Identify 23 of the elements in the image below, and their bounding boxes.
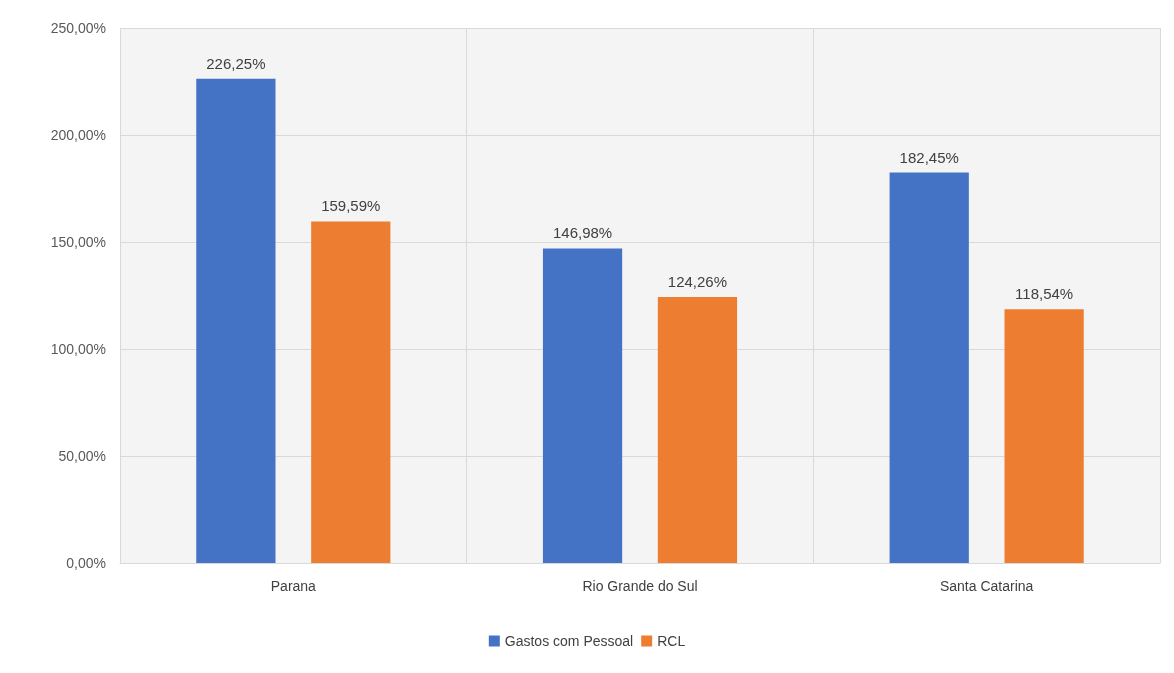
y-tick-label: 250,00%: [50, 20, 106, 36]
y-tick-label: 50,00%: [58, 448, 106, 464]
bar: [196, 78, 276, 563]
bar: [889, 172, 969, 563]
x-tick-label: Rio Grande do Sul: [582, 578, 698, 594]
bar: [311, 221, 391, 563]
y-tick-label: 100,00%: [50, 341, 106, 357]
legend-label: Gastos com Pessoal: [504, 633, 634, 649]
x-tick-label: Parana: [270, 578, 317, 594]
data-label: 124,26%: [667, 273, 728, 291]
bar: [542, 248, 623, 563]
bar: [1004, 309, 1084, 563]
x-tick-label: Santa Catarina: [939, 578, 1034, 594]
data-label: 182,45%: [899, 148, 959, 166]
legend-label: RCL: [657, 633, 686, 649]
data-label: 159,59%: [321, 197, 381, 215]
data-label: 226,25%: [206, 54, 266, 72]
data-label: 118,54%: [1015, 285, 1074, 303]
data-label: 146,98%: [552, 224, 613, 242]
y-tick-label: 150,00%: [50, 234, 106, 250]
y-tick-label: 200,00%: [50, 127, 106, 143]
bar: [657, 297, 738, 563]
y-tick-label: 0,00%: [66, 555, 106, 571]
